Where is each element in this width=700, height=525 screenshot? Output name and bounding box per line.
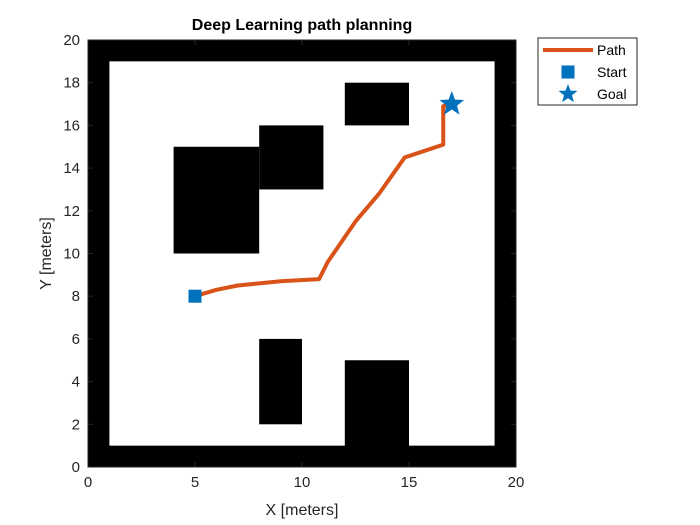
obstacle-7	[259, 338, 302, 425]
y-tick-label: 16	[63, 117, 80, 134]
obstacle-1	[88, 40, 516, 62]
x-tick-label: 10	[294, 474, 311, 491]
obstacle-3	[494, 40, 516, 467]
y-tick-label: 6	[72, 331, 80, 348]
obstacle-8	[344, 360, 409, 467]
goal-marker	[439, 91, 465, 115]
path-layer	[188, 91, 465, 303]
y-tick-label: 18	[63, 75, 80, 92]
start-marker	[188, 289, 202, 303]
x-axis-label: X [meters]	[266, 502, 339, 519]
y-tick-label: 4	[72, 374, 80, 391]
x-tick-label: 0	[84, 474, 92, 491]
y-tick-label: 20	[63, 32, 80, 49]
x-tick-label: 20	[508, 474, 525, 491]
y-tick-label: 2	[72, 416, 80, 433]
legend-goal-swatch	[558, 84, 578, 103]
y-tick-label: 10	[63, 246, 80, 263]
legend: Path Start Goal	[537, 37, 638, 106]
legend-label: Start	[597, 64, 627, 80]
legend-label: Path	[597, 42, 626, 58]
axes: 0 5 10 15 20 0 2 4 6 8 10 12 14 16 18 20 Deep Learning p…	[38, 17, 524, 519]
y-tick-label: 8	[72, 288, 80, 305]
legend-start-swatch	[561, 65, 575, 79]
obstacle-2	[88, 40, 110, 467]
x-tick-label: 15	[401, 474, 418, 491]
obstacle-4	[173, 146, 260, 254]
legend-label: Goal	[597, 86, 627, 102]
y-axis-label: Y [meters]	[38, 217, 55, 290]
y-tick-label: 0	[72, 459, 80, 476]
chart-title: Deep Learning path planning	[192, 17, 412, 34]
y-tick-label: 12	[63, 203, 80, 220]
x-tick-label: 5	[191, 474, 199, 491]
path-line	[193, 102, 454, 299]
obstacle-6	[344, 82, 409, 126]
obstacle-5	[259, 125, 324, 190]
y-tick-label: 14	[63, 160, 80, 177]
